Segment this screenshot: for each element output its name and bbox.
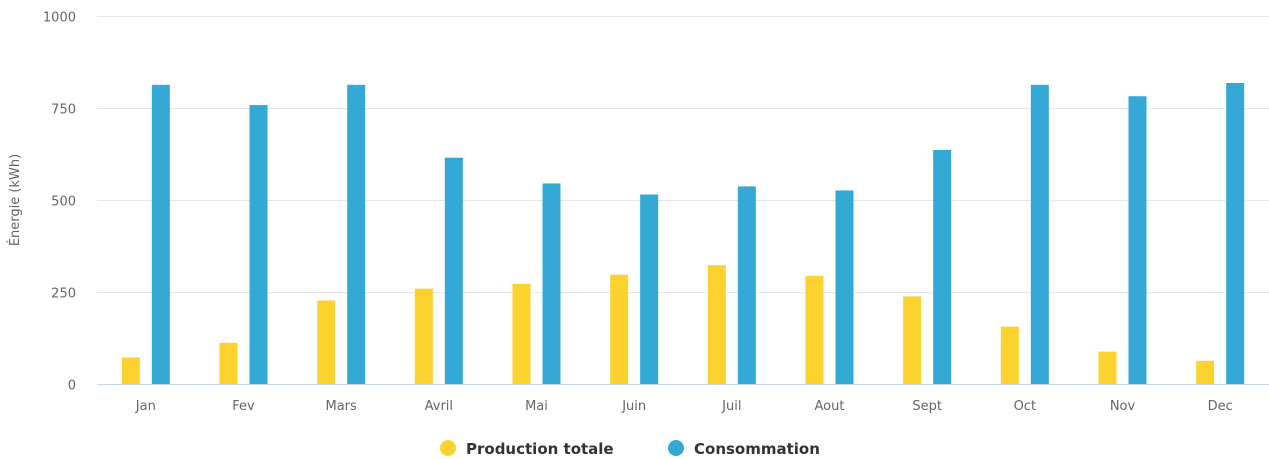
bars	[121, 82, 1245, 384]
bar-production-totale-juin[interactable]	[610, 274, 629, 384]
y-tick-label: 0	[68, 379, 76, 394]
y-axis-title: Énergie (kWh)	[7, 154, 23, 246]
grid-lines	[97, 16, 1269, 293]
bar-consommation-fev[interactable]	[249, 105, 268, 384]
y-tick-label: 250	[51, 287, 76, 302]
bar-production-totale-dec[interactable]	[1196, 360, 1215, 384]
x-tick-label: Mai	[525, 399, 548, 414]
x-tick-label: Juil	[721, 399, 741, 414]
x-tick-label: Avril	[425, 399, 453, 414]
bar-consommation-nov[interactable]	[1128, 96, 1147, 384]
bar-production-totale-avril[interactable]	[414, 288, 433, 384]
x-tick-label: Nov	[1110, 399, 1136, 414]
y-tick-label: 750	[51, 103, 76, 118]
bar-consommation-mai[interactable]	[542, 183, 561, 384]
y-tick-label: 500	[51, 195, 76, 210]
bar-consommation-jan[interactable]	[151, 84, 170, 384]
bar-production-totale-fev[interactable]	[219, 342, 238, 384]
y-tick-label: 1000	[43, 11, 76, 26]
x-tick-label: Aout	[815, 399, 845, 414]
x-tick-label: Mars	[326, 399, 358, 414]
legend-label: Consommation	[694, 440, 820, 458]
bar-production-totale-oct[interactable]	[1000, 326, 1019, 384]
bar-consommation-juin[interactable]	[640, 194, 659, 384]
x-tick-label: Fev	[232, 399, 255, 414]
bar-production-totale-mars[interactable]	[317, 300, 336, 384]
bar-production-totale-sept[interactable]	[903, 296, 922, 384]
bar-consommation-juil[interactable]	[737, 186, 756, 384]
bar-consommation-aout[interactable]	[835, 190, 854, 384]
legend: Production totale Consommation	[440, 440, 820, 458]
bar-production-totale-nov[interactable]	[1098, 351, 1117, 384]
bar-consommation-oct[interactable]	[1030, 84, 1049, 384]
y-axis-ticks: 0 250 500 750 1000	[43, 11, 76, 394]
x-tick-label: Oct	[1014, 399, 1036, 414]
x-tick-label: Sept	[912, 399, 942, 414]
x-tick-label: Jan	[135, 399, 156, 414]
legend-label: Production totale	[466, 440, 614, 458]
bar-consommation-avril[interactable]	[444, 157, 463, 384]
bar-production-totale-aout[interactable]	[805, 275, 824, 384]
x-tick-label: Juin	[621, 399, 646, 414]
legend-marker	[440, 440, 456, 456]
x-axis-ticks: Jan Fev Mars Avril Mai Juin Juil Aout Sept Oct Nov…	[135, 399, 1233, 414]
bar-consommation-dec[interactable]	[1226, 82, 1245, 384]
bar-production-totale-juil[interactable]	[707, 265, 726, 384]
legend-item-consommation[interactable]: Consommation	[668, 440, 820, 458]
legend-item-production-totale[interactable]: Production totale	[440, 440, 614, 458]
bar-consommation-sept[interactable]	[933, 149, 952, 384]
bar-production-totale-jan[interactable]	[121, 357, 140, 384]
legend-marker	[668, 440, 684, 456]
x-tick-label: Dec	[1208, 399, 1233, 414]
bar-consommation-mars[interactable]	[347, 84, 366, 384]
bar-production-totale-mai[interactable]	[512, 283, 531, 384]
